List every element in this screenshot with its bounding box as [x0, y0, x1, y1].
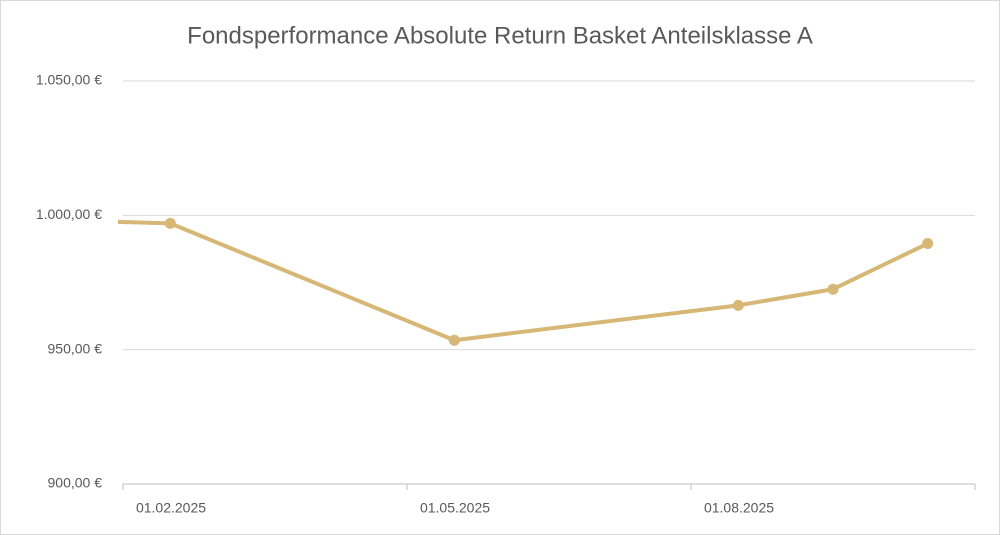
- plot-area: [118, 217, 934, 346]
- y-tick-label: 950,00 €: [48, 340, 103, 356]
- data-point: [732, 299, 744, 311]
- data-point: [448, 334, 460, 346]
- x-tick-label: 01.08.2025: [704, 500, 774, 516]
- x-tick-label: 01.05.2025: [420, 500, 490, 516]
- data-point: [922, 238, 934, 250]
- x-tick-label: 01.02.2025: [136, 500, 206, 516]
- data-point: [827, 283, 839, 295]
- y-tick-label: 1.050,00 €: [36, 72, 102, 88]
- data-point: [164, 217, 176, 229]
- chart-title: Fondsperformance Absolute Return Basket …: [187, 22, 813, 49]
- series-line: [118, 219, 929, 343]
- y-tick-label: 1.000,00 €: [36, 206, 102, 222]
- y-tick-label: 900,00 €: [48, 475, 103, 491]
